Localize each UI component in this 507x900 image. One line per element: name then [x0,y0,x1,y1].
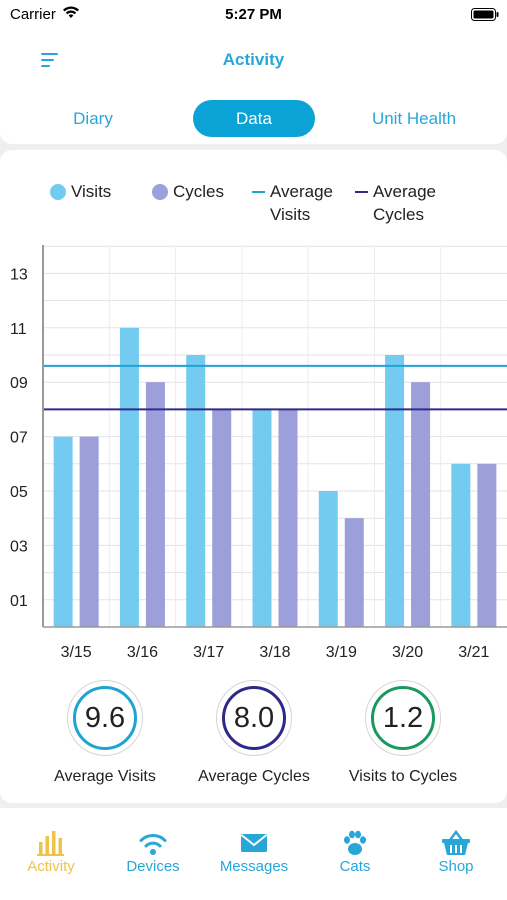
menu-icon[interactable] [40,52,60,68]
cycles-bar-3-21 [477,463,497,627]
average-visits-ring: 9.6 [67,680,143,756]
envelope-icon [240,834,268,852]
tabbar-cats-label: Cats [339,858,371,875]
tabbar-activity[interactable]: Activity [0,808,102,888]
tabbar-shop-label: Shop [438,858,474,875]
legend-visits-label: Visits [71,182,112,201]
visits-bar-3-21 [451,463,471,627]
average-visits-swatch [252,191,265,193]
average-cycles-swatch [355,191,368,193]
visits-bar-3-17 [186,355,206,627]
average-cycles-value: 8.0 [222,686,286,750]
visits-swatch [50,184,66,200]
tab-data[interactable]: Data [193,100,315,137]
cycles-bar-3-15 [79,436,99,627]
tabbar-shop[interactable]: Shop [405,808,507,888]
y-tick-label: 03 [10,538,28,555]
bottom-tab-bar: Activity Devices Messages Cats [0,808,507,900]
visits-bar-3-18 [252,409,272,627]
paw-icon [344,830,366,855]
y-tick-label: 11 [10,321,27,338]
cycles-bar-3-17 [212,409,232,627]
visits-to-cycles-value: 1.2 [371,686,435,750]
average-cycles-label: Average Cycles [198,768,310,785]
x-tick-label: 3/20 [392,644,423,661]
x-tick-label: 3/19 [326,644,357,661]
header-card: Activity Diary Data Unit Health [0,30,507,144]
y-tick-label: 05 [10,484,28,501]
activity-bar-chart: 01 03 05 07 09 11 13 3/15 3/16 3/17 3/18 3/19 3/20 3/… [10,245,507,661]
cycles-bar-3-19 [344,518,364,627]
tabbar-messages[interactable]: Messages [203,808,305,888]
x-tick-label: 3/21 [458,644,489,661]
cycles-bar-3-20 [411,382,431,627]
visits-to-cycles-label: Visits to Cycles [348,768,458,785]
y-tick-label: 13 [10,266,28,283]
x-tick-label: 3/18 [259,644,290,661]
visits-bar-3-20 [385,355,405,627]
legend-average-cycles-line2: Cycles [373,205,425,224]
status-bar: Carrier 5:27 PM [0,0,507,30]
bar-chart-icon [37,831,64,856]
cycles-bar-3-18 [278,409,298,627]
data-card: Visits Cycles Average Visits Average Cyc… [0,150,507,803]
y-tick-label: 01 [10,593,28,610]
carrier-label: Carrier [10,6,56,23]
visits-bar-3-15 [53,436,73,627]
average-cycles-ring: 8.0 [216,680,292,756]
tabbar-activity-label: Activity [27,858,75,875]
legend-average-cycles-line1: Average [373,182,437,201]
wifi-icon [139,834,167,855]
tab-unit-health[interactable]: Unit Health [371,109,457,128]
legend-average-visits-line1: Average [270,182,334,201]
tabbar-devices-label: Devices [126,858,180,875]
x-tick-label: 3/16 [127,644,158,661]
wifi-signal-icon [63,6,79,18]
y-tick-label: 07 [10,430,28,447]
x-tick-label: 3/17 [193,644,224,661]
cycles-bar-3-16 [145,382,165,627]
y-tick-label: 09 [10,375,28,392]
average-visits-value: 9.6 [73,686,137,750]
visits-bar-3-16 [119,327,139,627]
tabbar-devices[interactable]: Devices [102,808,204,888]
visits-to-cycles-ring: 1.2 [365,680,441,756]
page-title: Activity [222,50,285,69]
tabbar-messages-label: Messages [219,858,289,875]
legend-cycles-label: Cycles [173,182,225,201]
average-visits-label: Average Visits [54,768,156,785]
cycles-swatch [152,184,168,200]
status-time: 5:27 PM [225,6,282,23]
tab-diary[interactable]: Diary [73,109,113,128]
visits-bar-3-19 [318,491,338,627]
battery-icon [471,8,499,21]
tabbar-cats[interactable]: Cats [304,808,406,888]
legend-average-visits-line2: Visits [270,205,311,224]
x-tick-label: 3/15 [61,644,92,661]
basket-icon [442,829,470,855]
